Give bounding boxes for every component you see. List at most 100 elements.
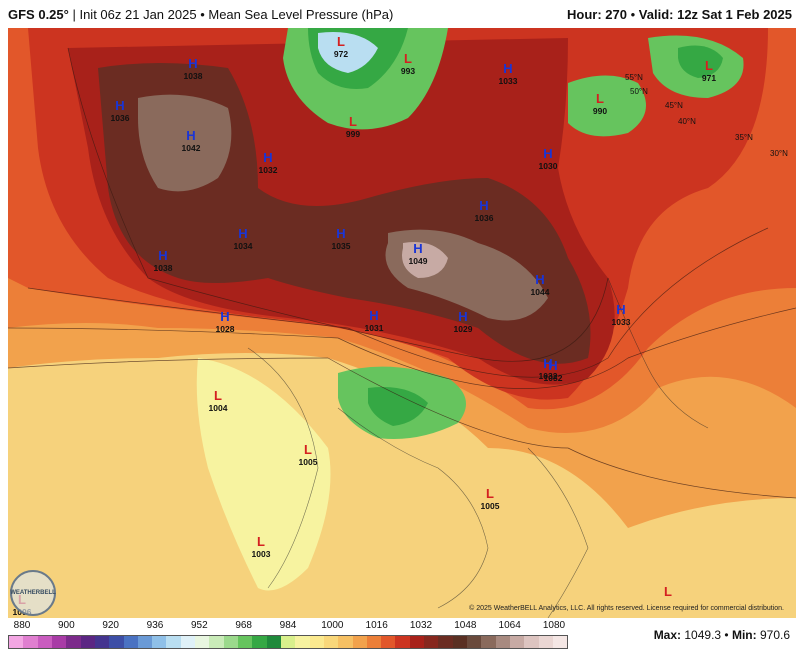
pressure-center-value: 1031 (365, 323, 384, 333)
legend-swatch (195, 636, 210, 648)
pressure-center-value: 1035 (332, 241, 351, 251)
legend-swatch (524, 636, 539, 648)
pressure-center-symbol: H (543, 356, 552, 371)
legend-swatch (166, 636, 181, 648)
pressure-center-symbol: L (664, 584, 672, 599)
legend-swatch (37, 636, 52, 648)
maxmin-bullet: • (724, 628, 732, 642)
legend-tick-label: 952 (190, 620, 208, 631)
copyright-notice: © 2025 WeatherBELL Analytics, LLC. All r… (469, 605, 784, 612)
legend-swatch (223, 636, 238, 648)
legend-tick-label: 1080 (542, 620, 566, 631)
low-north-core (318, 32, 378, 73)
isobar-lines (8, 47, 796, 499)
valid-value: 12z Sat 1 Feb 2025 (677, 6, 792, 22)
max-value: 1049.3 (684, 628, 722, 642)
latitude-labels-layer: 55°N 50°N 45°N 40°N 35°N 30°N (625, 73, 788, 158)
pressure-center-symbol: L (705, 58, 713, 73)
legend-swatch (352, 636, 367, 648)
india-low-region (196, 358, 331, 591)
pressure-center-symbol: H (263, 150, 272, 165)
hour-value: 270 (605, 6, 627, 22)
pressure-center-value: 1049 (409, 256, 428, 266)
pressure-center-symbol: H (336, 226, 345, 241)
pressure-center-symbol: H (458, 309, 467, 324)
logo-text: WEATHERBELL (10, 590, 56, 596)
pressure-center-value: 1029 (454, 324, 473, 334)
borders (247, 277, 709, 618)
pressure-center-value: 1042 (182, 143, 201, 153)
pressure-center-symbol: L (486, 486, 494, 501)
pressure-center-symbol: L (304, 442, 312, 457)
pressure-center-value: 993 (401, 66, 415, 76)
pressure-center-value: 1038 (184, 71, 203, 81)
pressure-center-value: 1032 (544, 373, 563, 383)
legend-tick-label: 900 (57, 620, 75, 631)
legend-tick-label: 920 (102, 620, 119, 631)
legend-swatch (266, 636, 281, 648)
legend-swatch (137, 636, 153, 648)
legend-tick-label: 880 (13, 620, 31, 631)
header-sep: | (72, 6, 80, 22)
pressure-center-value: 1036 (475, 213, 494, 223)
legend-swatch (209, 636, 224, 648)
legend-tick-label: 984 (279, 620, 297, 631)
header-right: Hour: 270 • Valid: 12z Sat 1 Feb 2025 (567, 7, 792, 22)
pressure-center-value: 1005 (481, 501, 500, 511)
pressure-center-value: 1033 (612, 317, 631, 327)
pressure-center-symbol: L (596, 91, 604, 106)
pressure-map: H 1038 H 1036 H 1042 H 1032 H 1034 H 1038 H 1035 H 1049… (8, 28, 796, 618)
legend-tick-label: 1016 (365, 620, 388, 631)
pressure-center-value: 1034 (234, 241, 253, 251)
pressure-center-symbol: H (479, 198, 488, 213)
pressure-center-symbol: H (369, 308, 378, 323)
legend-swatch (509, 636, 525, 648)
header-bullet: • (200, 6, 209, 22)
legend-swatch (51, 636, 67, 648)
legend-swatch (323, 636, 339, 648)
pressure-legend: 880 900 920 936 952 968 984 1000 1016 1032 1048 106… (8, 620, 568, 656)
min-value: 970.6 (759, 628, 790, 642)
legend-swatch (495, 636, 510, 648)
pressure-center-value: 1044 (531, 287, 550, 297)
legend-swatch (424, 636, 439, 648)
pressure-center-value: 1032 (539, 371, 558, 381)
legend-swatch (109, 636, 124, 648)
pressure-center-value: 971 (702, 73, 716, 83)
pressure-center-symbol: L (214, 388, 222, 403)
header-bullet-2: • (630, 6, 639, 22)
legend-tick-label: 1032 (409, 620, 433, 631)
hour-label: Hour: (566, 6, 602, 22)
pressure-center-symbol: L (404, 51, 412, 66)
legend-tick-label: 1048 (454, 620, 477, 631)
legend-tick-label: 1000 (321, 620, 344, 631)
legend-swatch (467, 636, 482, 648)
legend-swatch (66, 636, 81, 648)
legend-swatch (295, 636, 310, 648)
legend-swatch (366, 636, 382, 648)
product-title: Mean Sea Level Pressure (hPa) (208, 6, 394, 22)
legend-swatch (481, 636, 496, 648)
pressure-center-value: 1005 (299, 457, 318, 467)
legend-swatch (309, 636, 324, 648)
legend-swatch (409, 636, 425, 648)
legend-ticks: 880 900 920 936 952 968 984 1000 1016 1032 1048 106… (8, 620, 568, 634)
pressure-center-symbol: H (115, 98, 124, 113)
pressure-center-symbol: H (503, 61, 512, 76)
latitude-label: 35°N (735, 133, 753, 142)
pressure-center-symbol: H (220, 309, 229, 324)
legend-tick-label: 936 (146, 620, 164, 631)
legend-swatch (438, 636, 453, 648)
pressure-center-symbol: H (188, 56, 197, 71)
legend-swatch (552, 636, 568, 648)
legend-swatch (538, 636, 553, 648)
map-header: GFS 0.25° | Init 06z 21 Jan 2025 • Mean … (0, 0, 800, 28)
pressure-center-value: 999 (346, 129, 360, 139)
weatherbell-logo: WEATHERBELL (10, 570, 56, 616)
pressure-center-value: 1033 (499, 76, 518, 86)
pressure-center-value: 1032 (259, 165, 278, 175)
low-ne-outer (568, 75, 646, 137)
max-label: Max: (653, 628, 682, 642)
contour-1044 (402, 242, 448, 278)
